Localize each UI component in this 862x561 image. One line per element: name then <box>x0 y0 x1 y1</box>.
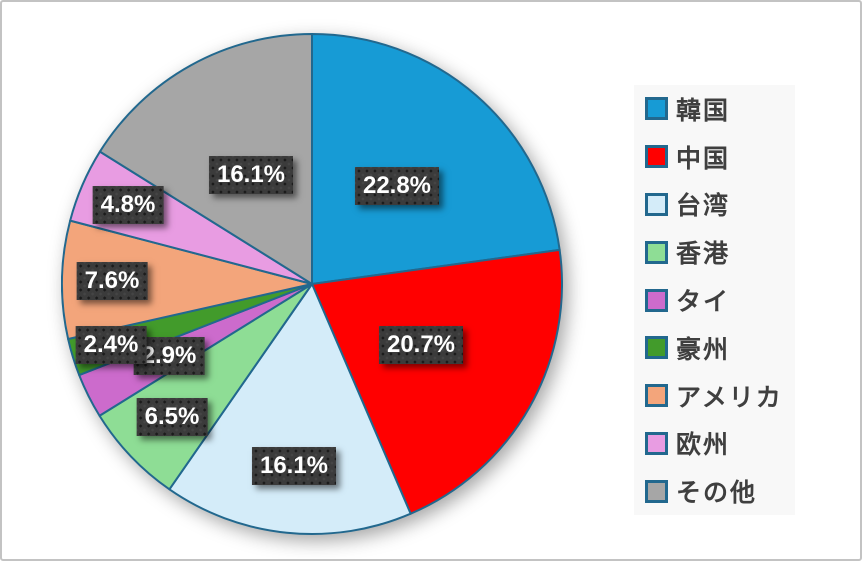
legend-item-8: 欧州 <box>634 419 795 467</box>
legend-label: 欧州 <box>676 431 731 460</box>
legend-swatch-icon <box>645 384 668 408</box>
legend-item-9: その他 <box>634 467 795 515</box>
legend-item-1: 韓国 <box>634 85 795 133</box>
legend-item-4: 香港 <box>634 228 795 276</box>
chart-legend: 韓国中国台湾香港タイ豪州アメリカ欧州その他 <box>634 85 795 515</box>
legend-swatch-icon <box>645 479 668 503</box>
legend-swatch-icon <box>645 192 668 216</box>
pie-slice-2 <box>311 248 563 515</box>
legend-label: 韓国 <box>676 96 731 125</box>
pie-slice-1 <box>311 33 561 285</box>
pie-slice-7 <box>61 219 313 340</box>
legend-swatch-icon <box>645 288 668 312</box>
legend-label: 香港 <box>676 240 731 269</box>
legend-label: 中国 <box>676 144 731 173</box>
legend-label: 台湾 <box>676 192 731 221</box>
legend-label: その他 <box>676 479 758 508</box>
legend-item-6: 豪州 <box>634 324 795 372</box>
legend-item-3: 台湾 <box>634 181 795 229</box>
legend-swatch-icon <box>645 145 668 169</box>
pie-slice-9 <box>98 33 313 285</box>
legend-item-7: アメリカ <box>634 372 795 420</box>
legend-swatch-icon <box>645 240 668 264</box>
legend-swatch-icon <box>645 431 668 455</box>
legend-label: アメリカ <box>676 383 783 412</box>
legend-label: タイ <box>676 288 731 317</box>
legend-label: 豪州 <box>676 335 731 364</box>
legend-item-5: タイ <box>634 276 795 324</box>
legend-swatch-icon <box>645 336 668 360</box>
legend-swatch-icon <box>645 97 668 121</box>
legend-item-2: 中国 <box>634 133 795 181</box>
pie-slice-3 <box>168 283 412 536</box>
